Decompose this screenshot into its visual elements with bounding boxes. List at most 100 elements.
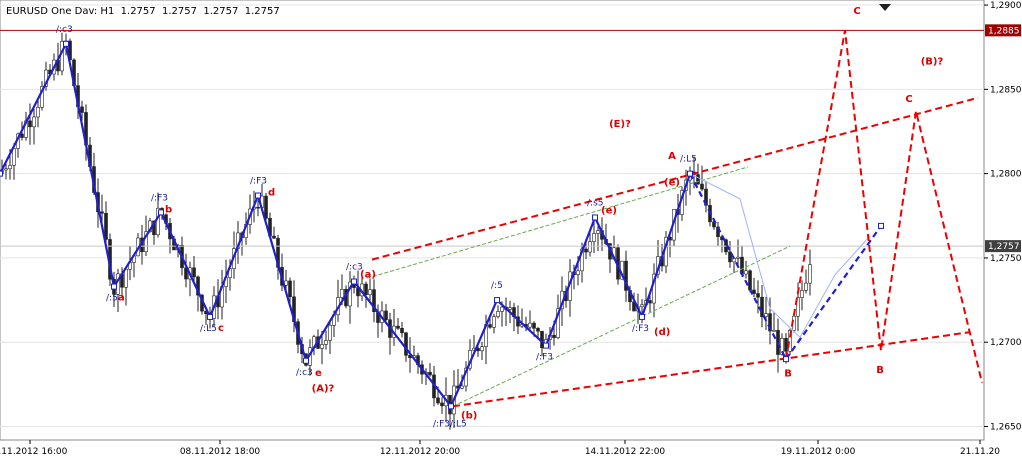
wave-label: /:F3/:L5 <box>433 419 467 429</box>
candle-body <box>748 270 752 291</box>
green-channel-upper <box>366 166 749 279</box>
annotation-label: B <box>876 365 884 376</box>
scroll-arrow-icon[interactable] <box>879 4 891 11</box>
symbol-info: EURUSD One Dav: H1 1.2757 1.2757 1.2757 … <box>6 6 280 17</box>
price-tag-box <box>985 240 1021 253</box>
x-tick-label: 12.11.2012 20:00 <box>380 447 461 457</box>
channel-upper <box>371 96 979 261</box>
candle-body <box>396 325 400 329</box>
wave-label: /:5 <box>106 294 118 304</box>
candle-body <box>508 307 512 310</box>
candle-body <box>36 106 40 118</box>
candle-body <box>100 211 104 214</box>
red-projection <box>785 30 983 383</box>
annotation-label: A <box>668 151 676 162</box>
candle-body <box>272 235 276 239</box>
wave-mark: e <box>315 368 322 379</box>
annotation-label: (E)? <box>609 119 631 130</box>
helper-line <box>689 173 871 339</box>
price-tags: 1,2885 1,2757 <box>985 24 1021 253</box>
candle-body <box>404 332 408 356</box>
wave-point <box>63 40 69 47</box>
wave-point <box>0 170 3 177</box>
candle-body <box>144 231 148 253</box>
candle-body <box>124 268 128 288</box>
wave-mark: (b) <box>461 410 477 421</box>
price-tag-label: 1,2885 <box>988 26 1020 36</box>
candle-body <box>752 289 756 294</box>
candle-body <box>536 327 540 332</box>
candle-body <box>12 148 16 166</box>
candle-body <box>576 270 580 275</box>
wave-point <box>303 357 309 364</box>
candle-body <box>552 334 556 339</box>
candle-body <box>4 168 8 171</box>
plot-area <box>0 0 985 441</box>
wave-path <box>0 40 692 409</box>
y-tick-label: 1,2700 <box>990 338 1022 348</box>
wave-labels: /:c3/:5/:F3/:L5/:F3/:c3/:c3/:F3/:L5/:5/:… <box>0 6 943 429</box>
wave-label: /:L5 <box>680 155 697 165</box>
annotation-label: C <box>905 94 912 105</box>
candle-body <box>528 322 532 328</box>
candle-body <box>772 330 776 332</box>
candle-body <box>796 297 800 317</box>
candle-body <box>340 289 344 298</box>
candle-body <box>320 344 324 349</box>
wave-point <box>592 214 598 221</box>
candle-body <box>436 397 440 404</box>
wave-point <box>351 278 357 285</box>
y-tick-label: 1,2900 <box>990 1 1022 11</box>
candle-body <box>596 230 600 234</box>
wave-point <box>878 222 884 229</box>
wave-point <box>687 170 693 177</box>
y-tick-label: 1,2750 <box>990 254 1022 264</box>
wave-point <box>543 342 549 349</box>
candle-body <box>592 233 596 242</box>
candle-body <box>624 260 628 291</box>
annotation-label: (B)? <box>921 57 944 68</box>
wave-mark: (e) <box>664 178 680 189</box>
wave-point <box>639 313 645 320</box>
price-tag-box <box>985 24 1021 37</box>
candle-body <box>32 116 36 128</box>
candle-body <box>800 290 804 298</box>
wave-dashed-down <box>689 173 787 360</box>
candle-body <box>348 281 352 307</box>
wave-label: /:c3 <box>296 368 313 378</box>
wave-mark: a <box>118 293 125 304</box>
candle-body <box>460 385 464 389</box>
candle-body <box>364 283 368 295</box>
x-tick-label: 08.11.2012 18:00 <box>180 447 261 457</box>
candle-body <box>40 86 44 108</box>
candle-body <box>20 133 24 138</box>
candle-body <box>500 306 504 312</box>
candle-body <box>588 241 592 253</box>
candle-body <box>488 324 492 328</box>
wave-label: /:F3 <box>632 324 649 334</box>
candle-body <box>648 300 652 304</box>
wave-label: /:L5 <box>200 324 217 334</box>
candle-body <box>440 402 444 407</box>
grid <box>0 4 984 428</box>
candle-body <box>764 313 768 317</box>
candle-body <box>804 282 808 291</box>
y-tick-label: 1,2850 <box>990 85 1022 95</box>
candle-body <box>256 206 260 209</box>
x-axis: 1.11.2012 16:00 08.11.2012 18:00 12.11.201… <box>0 440 1000 457</box>
candle-body <box>744 270 748 275</box>
candle-body <box>368 289 372 295</box>
candle-body <box>384 310 388 321</box>
y-tick-label: 1,2800 <box>990 170 1022 180</box>
annotation-label: (A)? <box>312 384 335 395</box>
wave-mark: d <box>268 188 275 199</box>
candle-body <box>556 308 560 339</box>
x-tick-label: 19.11.2012 0:00 <box>781 447 856 457</box>
candle-body <box>192 267 196 278</box>
wave-label: /:c3 <box>346 263 363 273</box>
wave-label: /:5 <box>491 281 503 291</box>
green-channel-lower <box>452 245 791 407</box>
candle-body <box>784 338 788 352</box>
wave-mark: c <box>218 323 224 334</box>
candle-body <box>700 183 704 190</box>
